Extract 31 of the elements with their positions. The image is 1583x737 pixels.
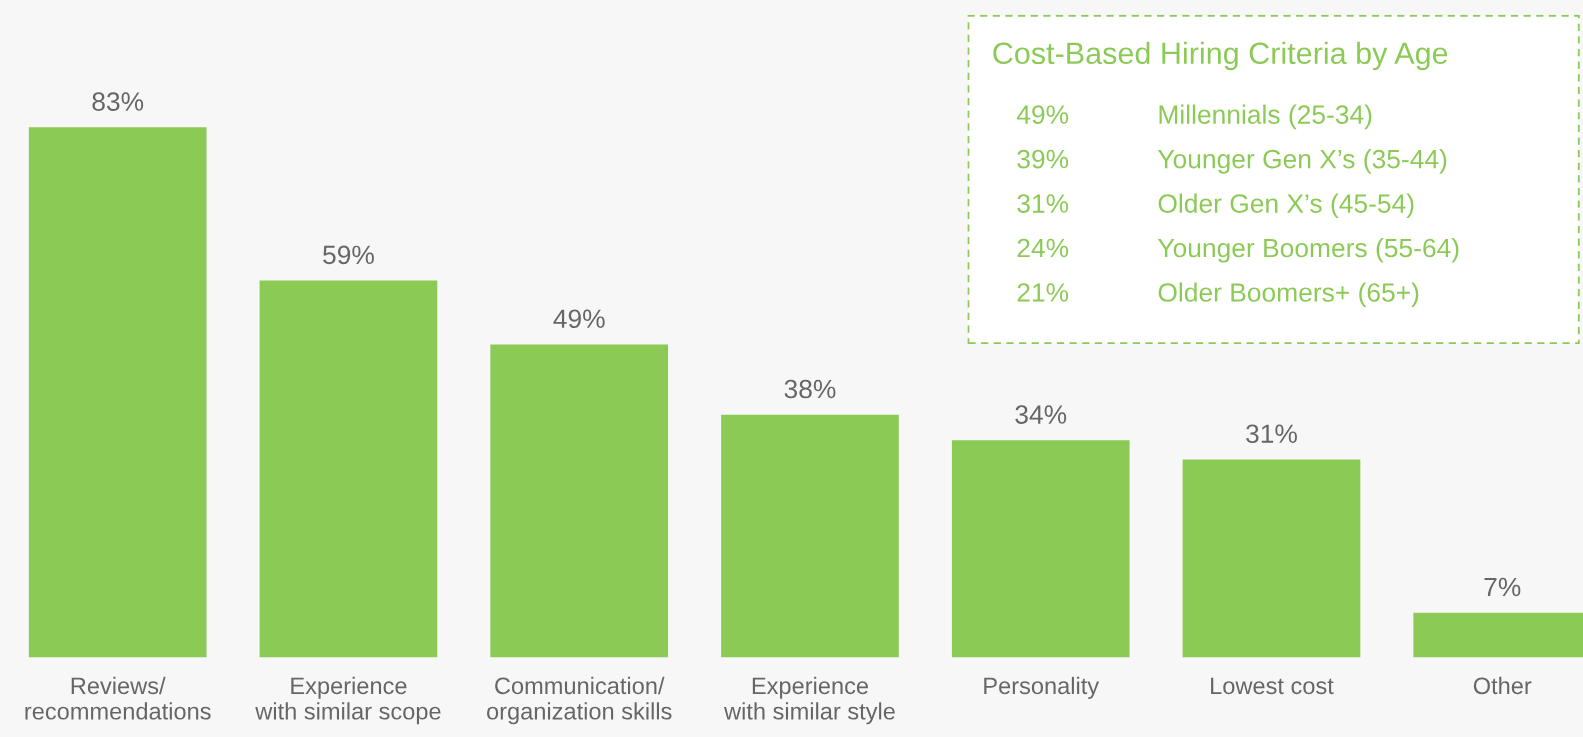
text: Cost-Based Hiring Criteria by Age [993,41,1448,71]
x-tick-label: Other [1473,676,1532,695]
annotation: 39% [1017,149,1069,169]
x-tick-label: Lowest cost [1211,677,1334,695]
annotation: Younger Gen X’s (35-44) [1157,149,1447,174]
bar [28,127,207,658]
bar [1182,459,1361,658]
data-label: 49% [553,309,605,329]
data-label: 83% [92,92,144,111]
annotation: 31% [1017,194,1069,213]
x-tick-label: Personality [984,676,1100,699]
text: 49% [1016,105,1069,124]
bar [721,414,899,658]
bar [490,344,669,658]
annotation: Older Boomers+ (65+) [1158,282,1419,308]
data-label: 59% [323,245,374,265]
data-label: 34% [1015,405,1067,424]
annotation: Younger Boomers (55-64) [1157,237,1459,263]
bar [951,440,1130,658]
data-label: 31% [1246,424,1297,444]
data-label: 7% [1484,577,1521,597]
x-tick-label: Experience with similar style [724,676,895,725]
x-tick-label: Experience with similar scope [255,676,441,725]
annotation: 21% [1017,283,1069,302]
x-tick-label: Communication/ organization skills [487,676,672,725]
annotation: Older Gen X’s (45-54) [1158,193,1414,219]
annotation: Millennials (25-34) [1159,104,1372,130]
x-tick-label: Reviews/ recommendations [25,676,211,720]
data-label: 38% [784,379,836,399]
annotation: 24% [1017,238,1069,258]
bar [259,280,438,658]
